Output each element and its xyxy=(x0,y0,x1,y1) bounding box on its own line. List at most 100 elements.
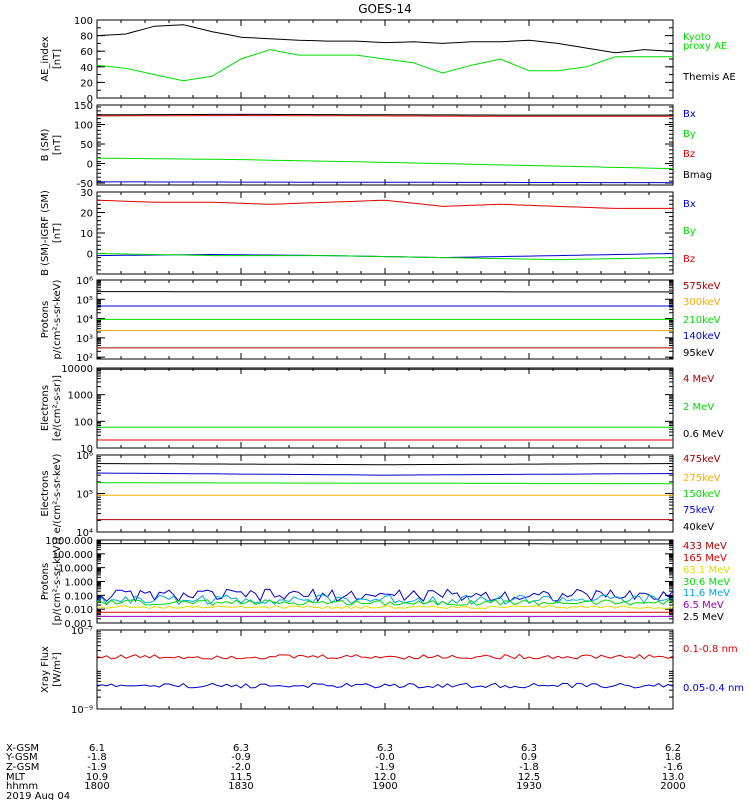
legend-label: 165 MeV xyxy=(683,553,727,564)
y-axis-title: Electrons xyxy=(40,385,51,431)
y-tick-label: 10⁵ xyxy=(76,490,93,501)
y-tick-label: 40 xyxy=(80,63,93,74)
legend-label: 475keV xyxy=(683,454,721,465)
chart-title: GOES-14 xyxy=(358,2,412,16)
legend-label: 0.05-0.4 nm xyxy=(683,683,744,694)
legend-label: Themis AE xyxy=(682,72,736,83)
legend-label: proxy AE xyxy=(683,41,727,52)
panel-frame xyxy=(97,192,673,274)
panel-frame xyxy=(97,630,673,709)
legend-label: 210keV xyxy=(683,315,721,326)
ephemeris-value: 1900 xyxy=(372,781,397,792)
y-tick-label: 10⁵ xyxy=(76,295,93,306)
legend-label: By xyxy=(683,129,696,140)
series-line-themis-ae xyxy=(97,25,673,53)
legend-label: Bz xyxy=(683,254,695,265)
y-tick-label: 10⁶ xyxy=(76,451,93,462)
y-tick-label: 10⁶ xyxy=(76,276,93,287)
y-axis-unit: [nT] xyxy=(52,135,63,155)
legend-label: 150keV xyxy=(683,489,721,500)
y-tick-label: 10.000 xyxy=(58,564,93,575)
legend-label: Bmag xyxy=(683,170,712,181)
y-tick-label: 10 xyxy=(80,229,93,240)
y-axis-unit: [nT] xyxy=(52,49,63,69)
y-tick-label: 0 xyxy=(87,160,93,171)
y-axis-title: B (SM)-IGRF (SM) xyxy=(40,190,51,276)
legend-label: Bz xyxy=(683,149,695,160)
legend-label: 0.6 MeV xyxy=(683,429,724,440)
ephemeris-row-label: 2019 Aug 04 xyxy=(6,791,70,800)
y-tick-label: 80 xyxy=(80,32,93,43)
legend-label: 2.5 MeV xyxy=(683,612,724,623)
y-tick-label: 10² xyxy=(76,353,93,364)
panel-3 xyxy=(97,192,673,274)
y-tick-label: 100 xyxy=(74,121,93,132)
series-line-0-1-0-8-nm xyxy=(97,654,673,659)
y-tick-label: 0 xyxy=(87,250,93,261)
y-axis-unit: [p/(cm²-s-sr-keV)] xyxy=(52,538,63,626)
y-axis-title: Electrons xyxy=(40,470,51,516)
y-tick-label: 10000 xyxy=(61,364,93,375)
ephemeris-value: 2000 xyxy=(660,781,685,792)
panel-1 xyxy=(97,20,673,98)
y-tick-label: 20 xyxy=(80,78,93,89)
series-line-150kev xyxy=(97,483,673,484)
y-tick-label: 100 xyxy=(74,417,93,428)
y-tick-label: 10³ xyxy=(76,334,93,345)
legend-label: Bx xyxy=(683,109,696,120)
series-line-40kev xyxy=(97,464,673,465)
legend-label: 30.6 MeV xyxy=(683,577,730,588)
y-tick-label: 60 xyxy=(80,47,93,58)
series-line-6-5-mev xyxy=(97,595,673,605)
legend-label: By xyxy=(683,226,696,237)
y-tick-label: 10⁻⁷ xyxy=(71,626,93,637)
y-tick-label: 150 xyxy=(74,101,93,112)
y-tick-label: 50 xyxy=(80,140,93,151)
series-line-by xyxy=(97,158,673,169)
y-axis-unit: [W/m²] xyxy=(52,652,63,687)
legend-label: 0.1-0.8 nm xyxy=(683,644,738,655)
legend-label: 63.1 MeV xyxy=(683,565,730,576)
series-line-kyoto-proxy-ae xyxy=(97,50,673,81)
y-tick-label: 0.010 xyxy=(64,605,93,616)
ephemeris-value: 1800 xyxy=(84,781,109,792)
y-tick-label: 20 xyxy=(80,209,93,220)
series-line-11-6-mev xyxy=(97,589,673,601)
series-line-63-1-mev xyxy=(97,606,673,609)
y-tick-label: 10⁴ xyxy=(76,315,93,326)
y-axis-unit: p/(cm²-s-sr-keV) xyxy=(52,279,63,359)
y-axis-unit: [e/(cm²-s-sr)] xyxy=(52,375,63,441)
legend-label: Bx xyxy=(683,199,696,210)
legend-label: 4 MeV xyxy=(683,374,714,385)
legend-label: 300keV xyxy=(683,297,721,308)
legend-label: 575keV xyxy=(683,281,721,292)
y-tick-label: 100 xyxy=(74,16,93,27)
ephemeris-value: 1930 xyxy=(516,781,541,792)
panel-frame xyxy=(97,540,673,623)
panel-frame xyxy=(97,368,673,448)
series-line-bz xyxy=(97,200,673,208)
legend-label: 140keV xyxy=(683,331,721,342)
panel-8 xyxy=(97,630,673,709)
panel-2 xyxy=(97,105,673,185)
y-axis-title: Protons xyxy=(40,563,51,600)
series-line-bx xyxy=(97,182,673,183)
y-axis-unit: [nT] xyxy=(52,223,63,243)
y-axis-title: Protons xyxy=(40,301,51,338)
y-tick-label: 1000 xyxy=(68,391,93,402)
legend-label: 6.5 MeV xyxy=(683,600,724,611)
panel-4 xyxy=(97,280,673,359)
series-line-bmag xyxy=(97,114,673,115)
panel-6 xyxy=(97,455,673,532)
y-axis-title: B (SM) xyxy=(40,128,51,161)
legend-label: 95keV xyxy=(683,348,714,359)
legend-label: 2 MeV xyxy=(683,402,714,413)
legend-label: 75keV xyxy=(683,505,714,516)
series-line-0-05-0-4-nm xyxy=(97,683,673,688)
y-tick-label: 1.000 xyxy=(64,578,93,589)
series-line-bz xyxy=(97,116,673,117)
y-tick-label: 0.100 xyxy=(64,591,93,602)
y-tick-label: 10⁻⁹ xyxy=(71,705,93,716)
